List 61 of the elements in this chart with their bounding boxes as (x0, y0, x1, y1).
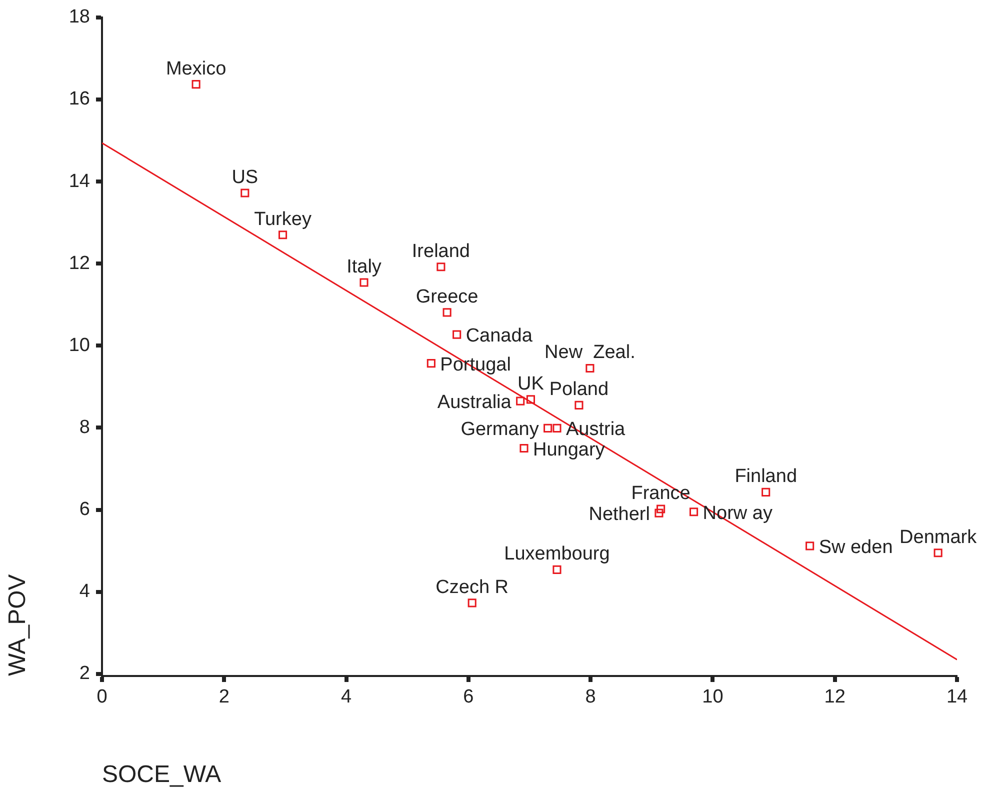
point (442, 308, 452, 317)
x-tick-label: 0 (96, 686, 108, 708)
point (192, 80, 200, 89)
annotation: Poland (549, 379, 609, 400)
annotation: New Zeal. (544, 342, 636, 364)
y-tick-label: 2 (79, 663, 90, 684)
annotation: Greece (416, 286, 478, 308)
point (360, 278, 368, 287)
annotation: Canada (466, 326, 533, 347)
annotation: Czech R (436, 576, 509, 598)
point (526, 395, 536, 404)
point (806, 542, 814, 550)
y-tick-label: 10 (68, 334, 90, 356)
point (552, 424, 562, 432)
point (934, 548, 942, 558)
point (468, 598, 476, 608)
point (426, 359, 436, 368)
annotation: Germany (460, 419, 540, 440)
annotation: Sw eden (818, 536, 893, 558)
annotation: Turkey (254, 208, 312, 230)
point (240, 188, 250, 198)
x-tick-label: 6 (463, 686, 474, 708)
annotation: US (232, 167, 258, 188)
x-tick-label: 2 (218, 686, 230, 708)
y-tick-label: 6 (79, 499, 90, 520)
annotation: Netherl (588, 504, 650, 526)
point (520, 444, 528, 453)
annotation: Luxembourg (504, 544, 610, 565)
point (544, 424, 552, 432)
x-tick-label: 12 (824, 686, 846, 708)
annotation: Mexico (166, 58, 226, 80)
point (656, 504, 666, 514)
point (452, 330, 462, 339)
point (689, 508, 698, 516)
annotation: Finland (734, 466, 798, 488)
annotation: Denmark (900, 526, 978, 548)
annotation: Ireland (412, 240, 470, 262)
point (574, 400, 584, 410)
point (516, 396, 525, 406)
y-tick-label: 18 (68, 6, 90, 28)
point (762, 488, 770, 496)
annotation: Hungary (533, 439, 606, 460)
x-tick-label: 8 (585, 686, 596, 708)
y-tick-label: 4 (79, 581, 90, 602)
annotation: Italy (346, 256, 382, 278)
point (654, 508, 664, 518)
x-tick-label: 10 (702, 686, 724, 708)
point (278, 230, 288, 240)
y-axis-title: WA_POV (4, 574, 32, 676)
point (436, 262, 446, 272)
y-tick-label: 14 (68, 170, 90, 192)
annotation: Australia (437, 392, 512, 414)
y-tick-label: 16 (68, 88, 90, 110)
annotation: UK (518, 373, 544, 394)
x-axis-title: SOCE_WA (102, 761, 222, 788)
point (586, 364, 594, 373)
point (552, 565, 562, 574)
y-tick-label: 12 (68, 252, 90, 274)
x-tick-label: 14 (946, 686, 968, 708)
x-tick-label: 4 (340, 686, 352, 708)
y-tick-label: 8 (79, 416, 90, 438)
